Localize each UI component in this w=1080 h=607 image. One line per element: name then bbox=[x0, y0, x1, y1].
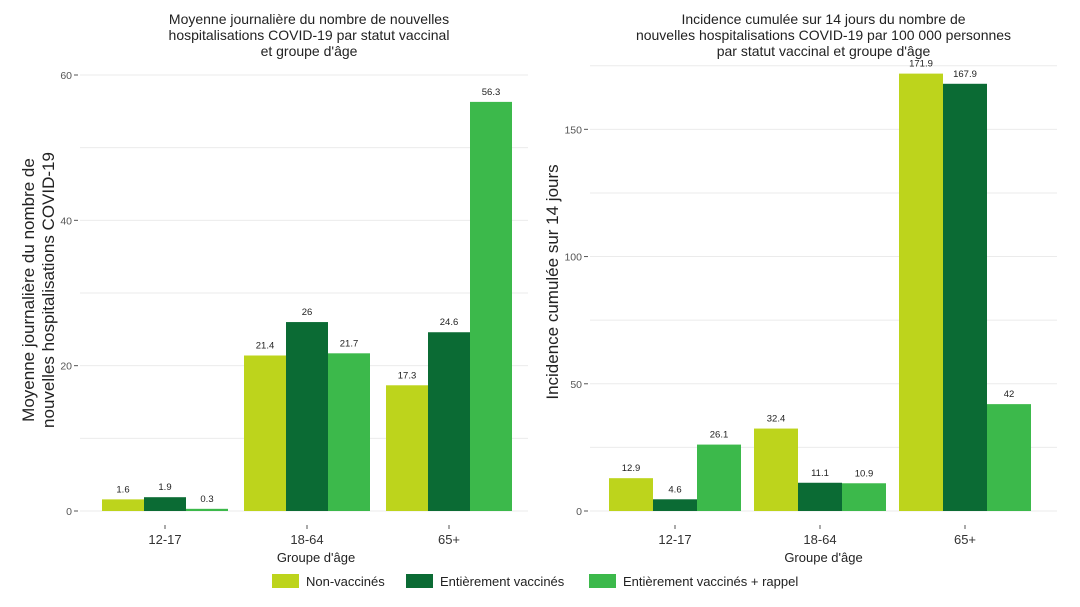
chart-1-data-label: 56.3 bbox=[482, 87, 501, 98]
chart-1-data-label: 0.3 bbox=[200, 494, 213, 505]
chart-2-data-label: 26.1 bbox=[710, 430, 729, 441]
chart-2-bar-12-17-3 bbox=[697, 444, 741, 511]
chart-1-ytick-label: 40 bbox=[60, 215, 72, 227]
chart-2-ylabel-line: Incidence cumulée sur 14 jours bbox=[543, 164, 562, 399]
legend-label-3: Entièrement vaccinés + rappel bbox=[623, 574, 798, 589]
chart-2-data-label: 10.9 bbox=[855, 468, 874, 479]
chart-2-bar-65+-1 bbox=[899, 73, 943, 512]
chart-1-data-label: 1.9 bbox=[158, 482, 171, 493]
legend-swatch-2 bbox=[406, 574, 433, 588]
chart-2-data-label: 171.9 bbox=[909, 59, 933, 70]
chart-2-xtick-label: 12-17 bbox=[658, 532, 691, 547]
chart-1-title-line: Moyenne journalière du nombre de nouvell… bbox=[169, 11, 449, 27]
chart-2-data-label: 12.9 bbox=[622, 463, 641, 474]
chart-1-data-label: 24.6 bbox=[440, 317, 459, 328]
chart-1-title-line: hospitalisations COVID-19 par statut vac… bbox=[169, 27, 450, 43]
chart-2-xtick-label: 18-64 bbox=[803, 532, 836, 547]
chart-1-xtick-label: 65+ bbox=[438, 532, 460, 547]
legend-label-2: Entièrement vaccinés bbox=[440, 574, 565, 589]
chart-2-bar-12-17-2 bbox=[653, 499, 697, 511]
chart-2-data-label: 11.1 bbox=[811, 468, 829, 479]
legend-label-1: Non-vaccinés bbox=[306, 574, 385, 589]
chart-2-title-line: Incidence cumulée sur 14 jours du nombre… bbox=[681, 11, 965, 27]
chart-1-data-label: 21.7 bbox=[340, 338, 359, 349]
chart-2-bar-18-64-2 bbox=[798, 482, 842, 511]
chart-2-title-line: par statut vaccinal et groupe d'âge bbox=[717, 43, 931, 59]
chart-2-ytick-label: 150 bbox=[564, 124, 582, 136]
chart-2-xlabel: Groupe d'âge bbox=[784, 550, 862, 565]
chart-1-ytick-label: 60 bbox=[60, 70, 72, 82]
chart-1-ylabel-line: Moyenne journalière du nombre de bbox=[19, 158, 38, 422]
chart-1-bar-65+-2 bbox=[428, 332, 470, 511]
chart-2-data-label: 4.6 bbox=[668, 484, 681, 495]
chart-1-ytick-label: 20 bbox=[60, 361, 72, 373]
legend-swatch-1 bbox=[272, 574, 299, 588]
chart-1-xtick-label: 12-17 bbox=[148, 532, 181, 547]
chart-2-ytick-label: 50 bbox=[570, 379, 582, 391]
legend-swatch-3 bbox=[589, 574, 616, 588]
chart-1-bar-12-17-1 bbox=[102, 499, 144, 511]
chart-1-bar-18-64-1 bbox=[244, 355, 286, 511]
chart-2-ytick-label: 100 bbox=[564, 252, 582, 264]
chart-1-title-line: et groupe d'âge bbox=[261, 43, 358, 59]
chart-2-bar-65+-3 bbox=[987, 404, 1031, 511]
chart-2-bar-18-64-1 bbox=[754, 428, 798, 511]
chart-1-data-label: 21.4 bbox=[256, 340, 275, 351]
chart-1-data-label: 17.3 bbox=[398, 370, 417, 381]
chart-1-xtick-label: 18-64 bbox=[290, 532, 323, 547]
chart-1-bar-65+-1 bbox=[386, 385, 428, 511]
chart-2-bar-18-64-3 bbox=[842, 483, 886, 511]
chart-1-ytick-label: 0 bbox=[66, 506, 72, 518]
chart-1-data-label: 26 bbox=[302, 307, 313, 318]
chart-2-data-label: 167.9 bbox=[953, 69, 977, 80]
chart-1-bar-65+-3 bbox=[470, 101, 512, 512]
chart-1-bar-12-17-2 bbox=[144, 497, 186, 511]
chart-2-bar-65+-2 bbox=[943, 83, 987, 511]
chart-1-bar-18-64-2 bbox=[286, 322, 328, 511]
chart-2-ytick-label: 0 bbox=[576, 506, 582, 518]
chart-2-data-label: 32.4 bbox=[767, 414, 786, 425]
chart-2-xtick-label: 65+ bbox=[954, 532, 976, 547]
chart-2-bar-12-17-1 bbox=[609, 478, 653, 511]
chart-2-data-label: 42 bbox=[1004, 389, 1015, 400]
chart-1-xlabel: Groupe d'âge bbox=[277, 550, 355, 565]
chart-1-data-label: 1.6 bbox=[116, 484, 129, 495]
chart-2-title-line: nouvelles hospitalisations COVID-19 par … bbox=[636, 27, 1011, 43]
chart-1-bar-18-64-3 bbox=[328, 353, 370, 511]
chart-1-bar-12-17-3 bbox=[186, 508, 228, 511]
chart-1-ylabel-line: nouvelles hospitalisations COVID-19 bbox=[39, 152, 58, 428]
